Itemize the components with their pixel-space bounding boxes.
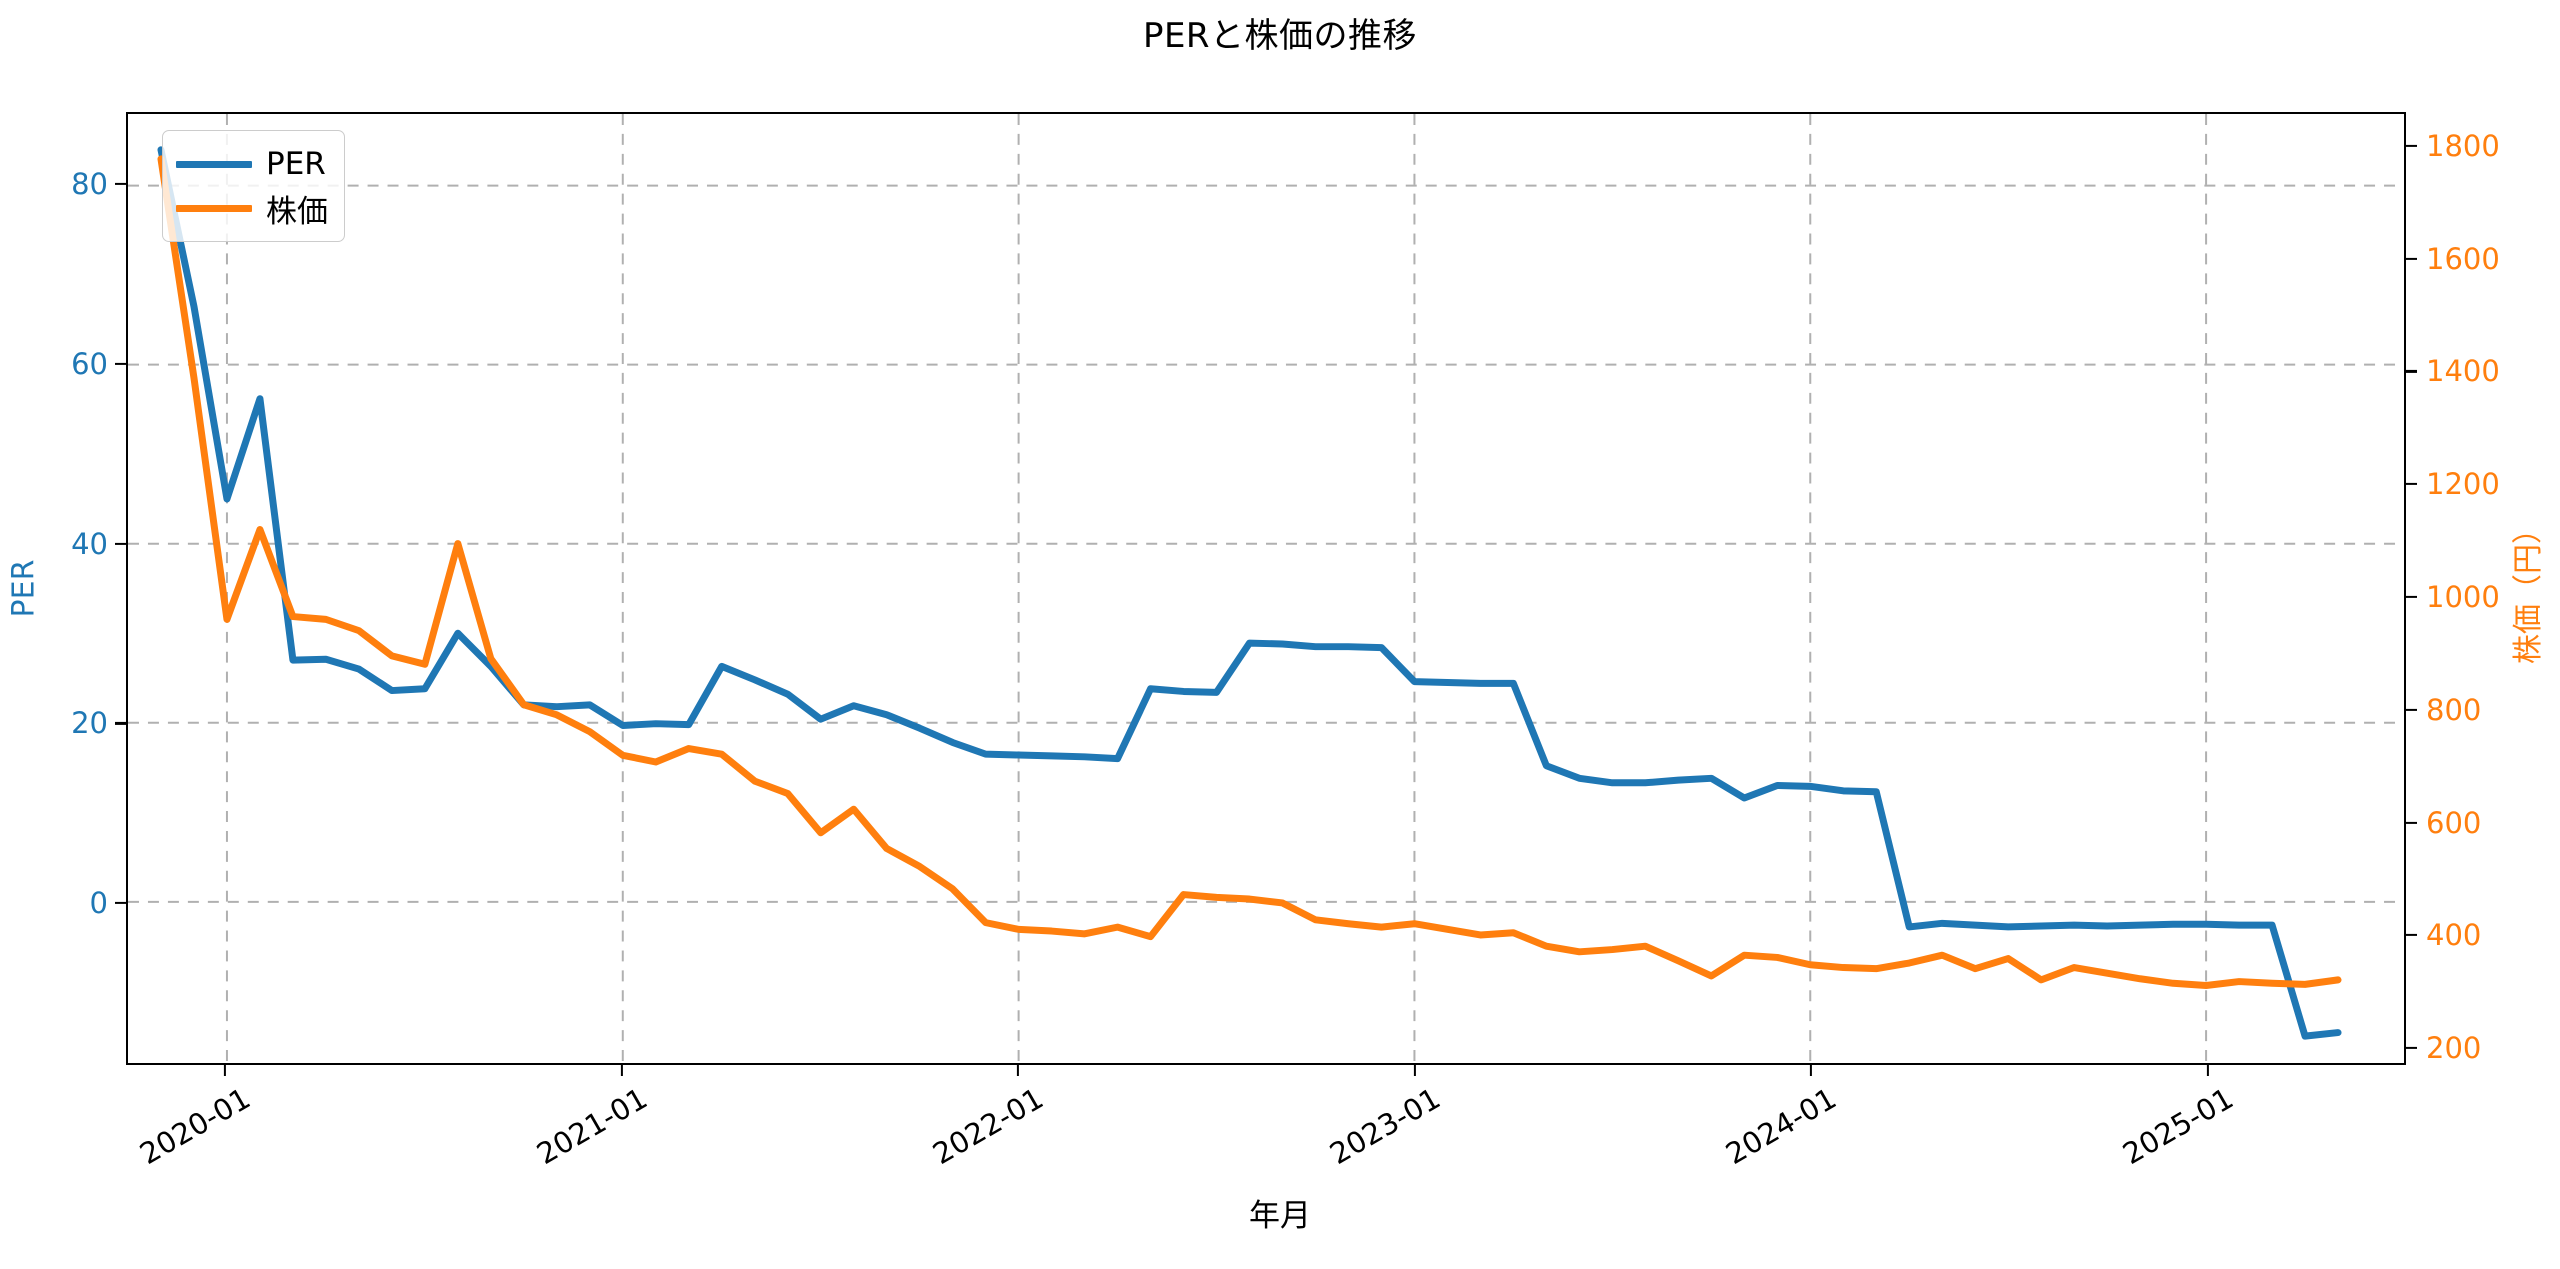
plot-area xyxy=(126,112,2406,1065)
y-axis-right-tick-mark xyxy=(2406,257,2417,260)
y-axis-right-title: 株価（円） xyxy=(2500,112,2550,1065)
y-axis-right-tick-label: 200 xyxy=(2426,1031,2482,1066)
y-axis-right: 200 400 600 800 1000 1200 1400 1600 1800 xyxy=(2406,112,2560,1065)
y-axis-right-tick-label: 1800 xyxy=(2426,128,2500,163)
x-axis-tick-label: 2024-01 xyxy=(1720,1081,1843,1172)
y-axis-left-tick-label: 60 xyxy=(71,346,108,381)
legend-swatch-icon xyxy=(176,204,252,212)
data-layer xyxy=(157,146,2342,1040)
y-axis-right-tick-label: 600 xyxy=(2426,805,2482,840)
chart-legend[interactable]: PER 株価 xyxy=(162,130,345,242)
legend-swatch-icon xyxy=(176,160,252,168)
legend-item-price[interactable]: 株価 xyxy=(176,186,328,230)
x-axis-tick-label: 2021-01 xyxy=(530,1081,653,1172)
y-axis-left-tick-mark xyxy=(115,722,126,725)
x-axis-tick-label: 2023-01 xyxy=(1323,1081,1446,1172)
y-axis-left: 0 20 40 60 80 xyxy=(0,112,126,1065)
x-axis-tick-label: 2025-01 xyxy=(2116,1081,2239,1172)
y-axis-right-tick-label: 400 xyxy=(2426,918,2482,953)
y-axis-left-tick-label: 20 xyxy=(71,706,108,741)
y-axis-right-tick-mark xyxy=(2406,934,2417,937)
y-axis-right-title-text: 株価（円） xyxy=(2511,513,2546,664)
series-line-per xyxy=(157,146,2342,1040)
y-axis-right-tick-label: 1400 xyxy=(2426,354,2500,389)
y-axis-right-tick-label: 1600 xyxy=(2426,241,2500,276)
x-axis-tick-mark xyxy=(1413,1065,1416,1076)
x-axis-title: 年月 xyxy=(1249,1198,1311,1234)
y-axis-left-tick-label: 80 xyxy=(71,166,108,201)
x-axis-tick-mark xyxy=(224,1065,227,1076)
y-axis-left-tick-mark xyxy=(115,542,126,545)
y-axis-left-tick-label: 0 xyxy=(89,886,108,921)
y-axis-left-tick-mark xyxy=(115,362,126,365)
x-axis: 2020-01 2021-01 2022-01 2023-01 2024-01 2025-… xyxy=(126,1065,2406,1205)
x-axis-tick-mark xyxy=(620,1065,623,1076)
legend-label: PER xyxy=(266,146,326,182)
series-line-price xyxy=(157,155,2342,989)
y-axis-right-tick-mark xyxy=(2406,144,2417,147)
x-axis-tick-mark xyxy=(2206,1065,2209,1076)
y-axis-right-tick-label: 1000 xyxy=(2426,579,2500,614)
y-axis-left-tick-mark xyxy=(115,182,126,186)
y-axis-right-tick-mark xyxy=(2406,370,2417,373)
y-axis-right-tick-mark xyxy=(2406,1046,2417,1050)
y-axis-right-tick-mark xyxy=(2406,708,2417,711)
x-axis-tick-mark xyxy=(1017,1065,1020,1076)
grid-layer xyxy=(128,114,2404,1063)
x-axis-tick-label: 2020-01 xyxy=(134,1081,257,1172)
legend-item-per[interactable]: PER xyxy=(176,142,328,186)
y-axis-right-tick-mark xyxy=(2406,821,2417,824)
y-axis-left-tick-label: 40 xyxy=(71,526,108,561)
y-axis-right-tick-mark xyxy=(2406,483,2417,486)
y-axis-right-tick-label: 1200 xyxy=(2426,467,2500,502)
x-axis-tick-mark xyxy=(1810,1065,1813,1076)
page-title: PERと株価の推移 xyxy=(1142,16,1418,56)
legend-label: 株価 xyxy=(266,193,328,230)
y-axis-right-tick-mark xyxy=(2406,595,2417,599)
y-axis-left-tick-mark xyxy=(115,902,126,905)
x-axis-tick-label: 2022-01 xyxy=(927,1081,1050,1172)
y-axis-right-tick-label: 800 xyxy=(2426,692,2482,727)
